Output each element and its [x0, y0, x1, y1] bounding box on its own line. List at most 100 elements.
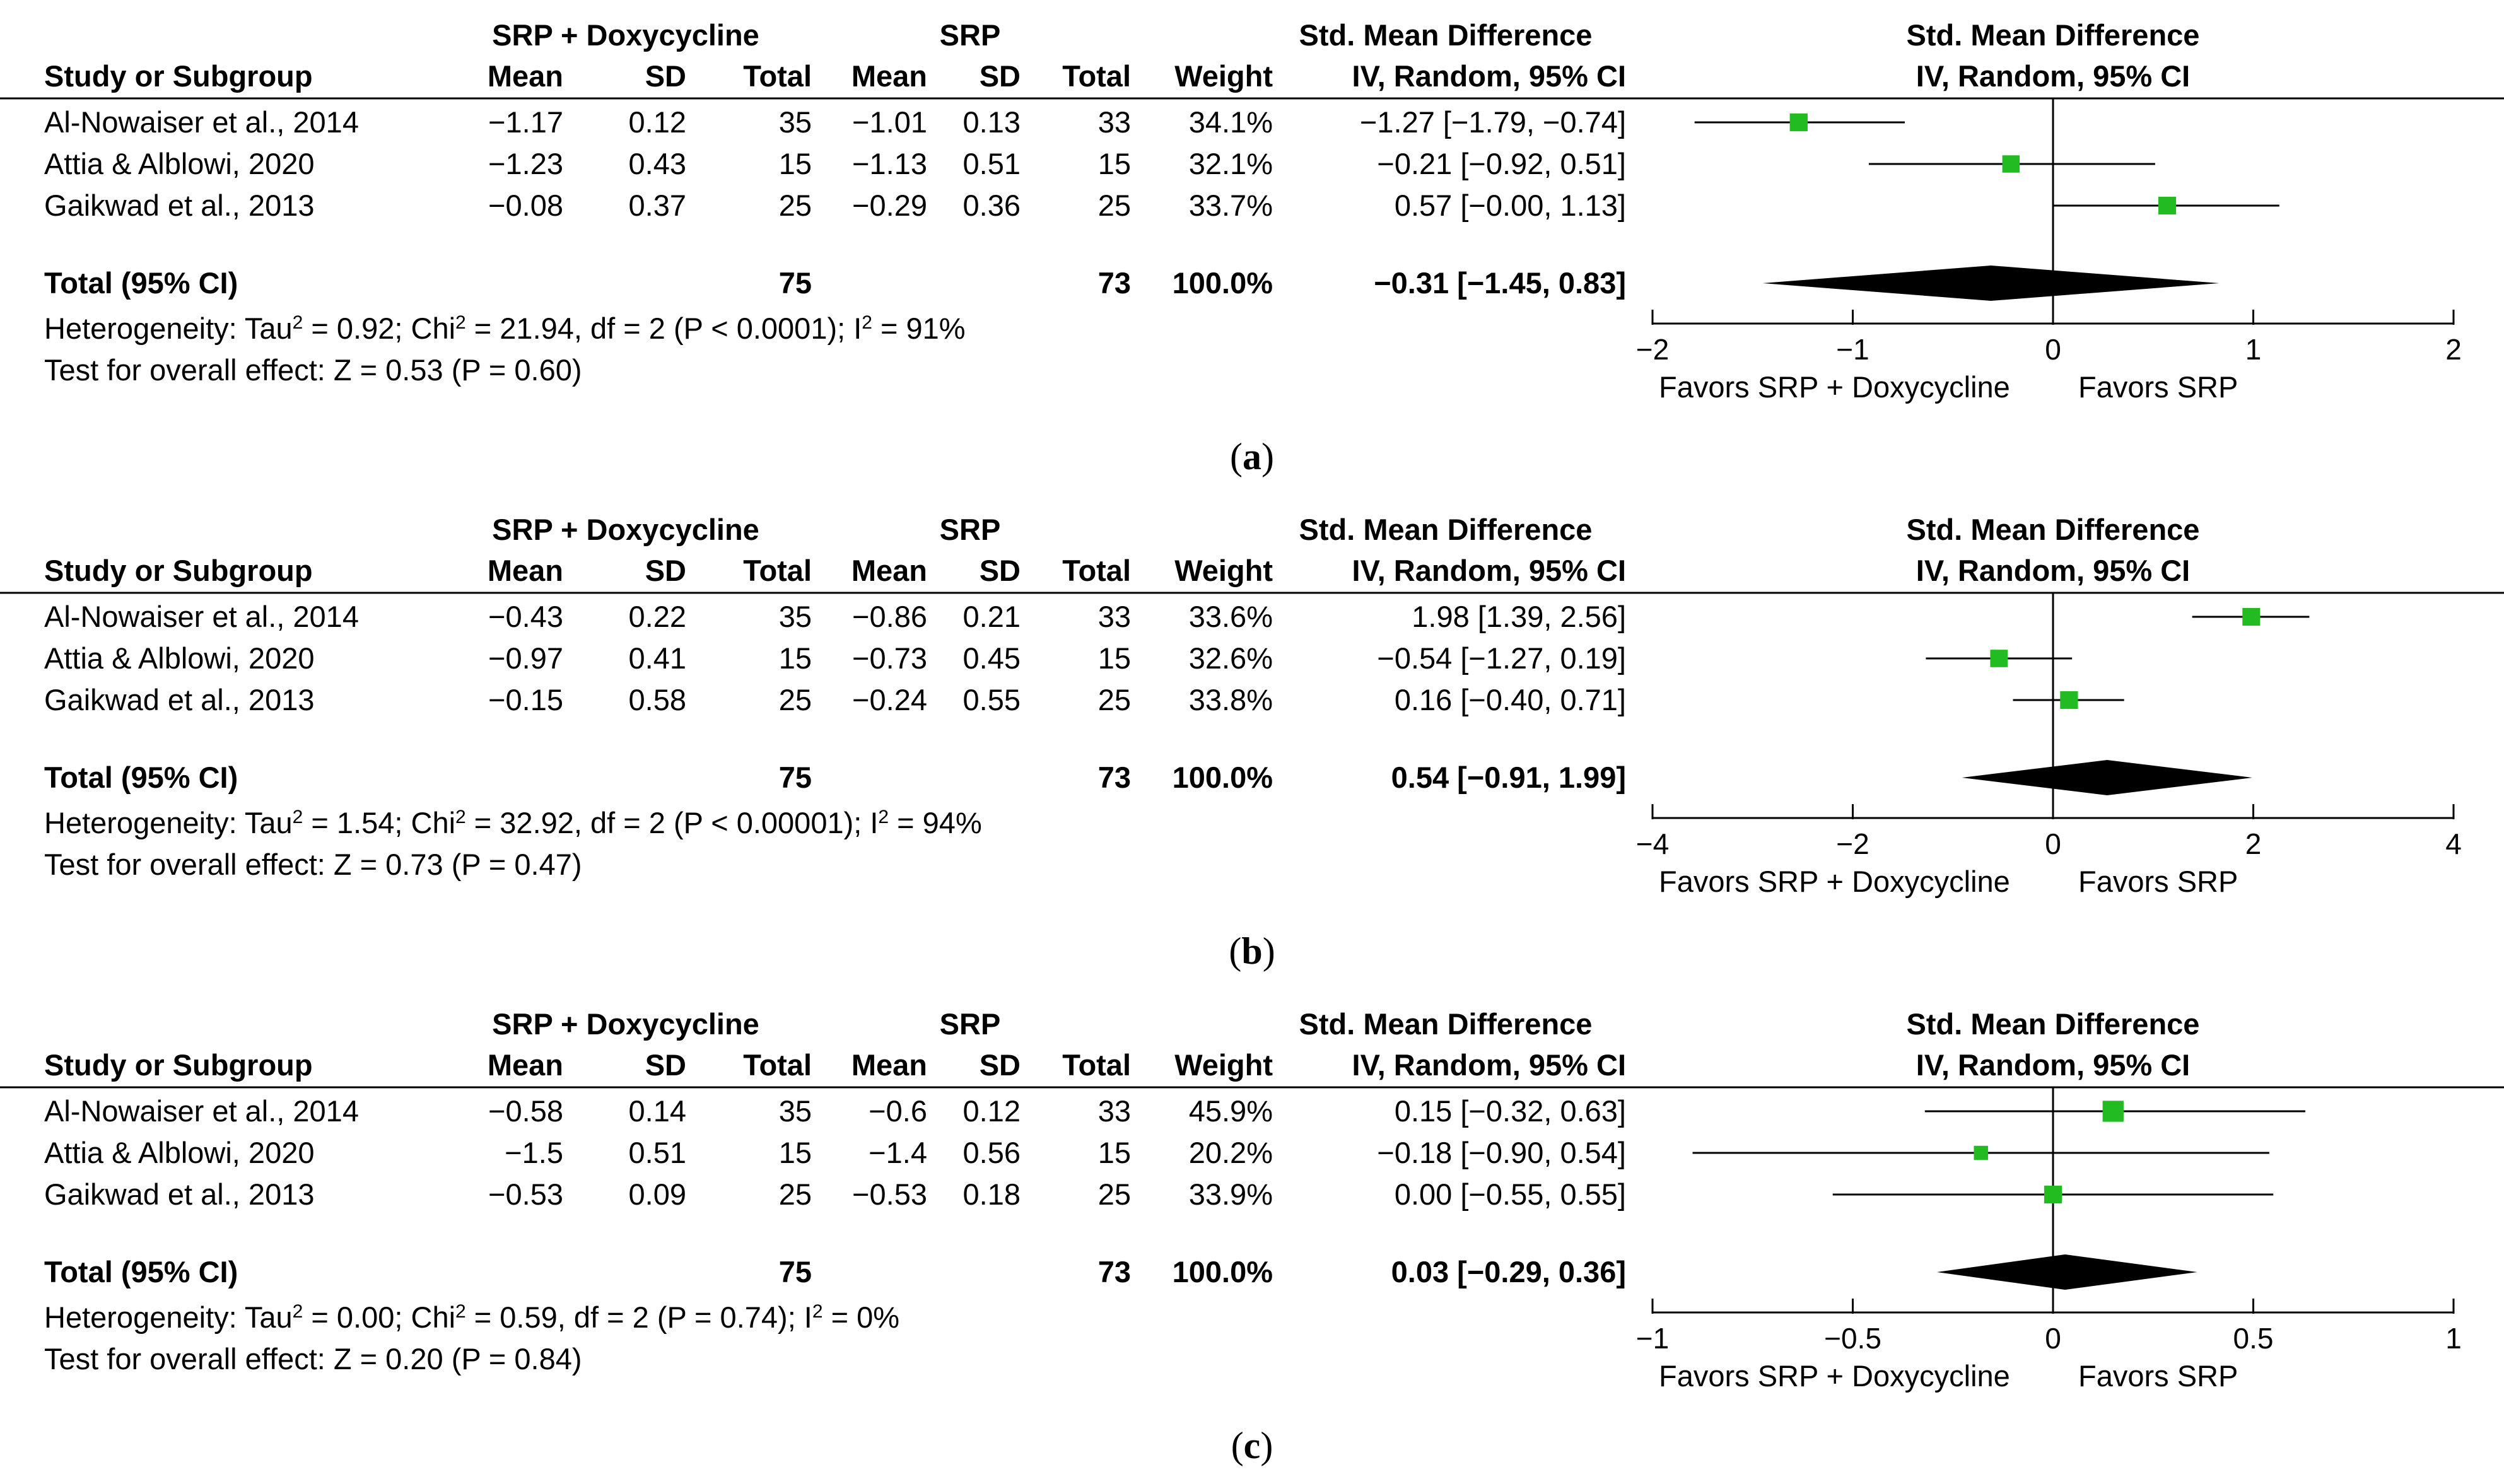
x-tick-label: −0.5 [1824, 1322, 1881, 1355]
weight-column-header: Weight [1174, 59, 1273, 93]
sd2-value: 0.18 [963, 1177, 1021, 1211]
study-estimate-marker [2242, 607, 2261, 626]
total1-column-header: Total [743, 59, 812, 93]
mean1-value: −0.97 [488, 641, 563, 675]
total2-sum: 73 [1098, 266, 1131, 300]
total2-value: 33 [1098, 1094, 1131, 1128]
mean1-value: −0.58 [488, 1094, 563, 1128]
ci-value: 0.15 [−0.32, 0.63] [1395, 1094, 1626, 1128]
study-name: Al-Nowaiser et al., 2014 [44, 600, 359, 633]
study-estimate-marker [2060, 691, 2078, 710]
plot-method: IV, Random, 95% CI [1916, 1048, 2190, 1082]
mean1-value: −1.23 [488, 147, 563, 180]
sd1-value: 0.51 [629, 1136, 686, 1169]
sd2-value: 0.21 [963, 600, 1021, 633]
ci-column-header: IV, Random, 95% CI [1352, 1048, 1626, 1082]
study-name: Attia & Alblowi, 2020 [44, 641, 315, 675]
x-tick-label: 1 [2445, 1322, 2462, 1355]
mean1-value: −1.17 [488, 105, 563, 139]
favors-right-label: Favors SRP [2078, 1359, 2238, 1393]
weight-value: 33.8% [1189, 683, 1273, 716]
sd2-value: 0.56 [963, 1136, 1021, 1169]
weight-value: 32.6% [1189, 641, 1273, 675]
total-ci: 0.54 [−0.91, 1.99] [1391, 761, 1626, 794]
weight-value: 45.9% [1189, 1094, 1273, 1128]
effect-title-header: Std. Mean Difference [1299, 18, 1593, 52]
study-estimate-marker [2044, 1185, 2062, 1204]
sd2-value: 0.36 [963, 189, 1021, 222]
overall-effect-text: Test for overall effect: Z = 0.20 (P = 0… [44, 1342, 582, 1376]
pooled-estimate-diamond [1936, 1254, 2197, 1290]
mean2-value: −0.53 [852, 1177, 927, 1211]
x-tick-label: 0 [2045, 1322, 2061, 1355]
plot-method: IV, Random, 95% CI [1916, 554, 2190, 587]
study-name: Al-Nowaiser et al., 2014 [44, 1094, 359, 1128]
overall-effect-text: Test for overall effect: Z = 0.73 (P = 0… [44, 848, 582, 881]
x-tick-label: 4 [2445, 827, 2462, 860]
total1-value: 35 [779, 600, 812, 633]
total1-value: 25 [779, 1177, 812, 1211]
sd1-value: 0.41 [629, 641, 686, 675]
panel-label: (a) [1230, 436, 1274, 477]
total1-sum: 75 [779, 761, 812, 794]
favors-left-label: Favors SRP + Doxycycline [1659, 865, 2010, 898]
total-label: Total (95% CI) [44, 761, 238, 794]
total2-value: 25 [1098, 683, 1131, 716]
total-label: Total (95% CI) [44, 266, 238, 300]
group1-header: SRP + Doxycycline [492, 513, 759, 546]
weight-value: 20.2% [1189, 1136, 1273, 1169]
overall-effect-text: Test for overall effect: Z = 0.53 (P = 0… [44, 353, 582, 387]
x-tick-label: −4 [1636, 827, 1669, 860]
x-tick-label: 0 [2045, 333, 2061, 366]
mean1-value: −0.53 [488, 1177, 563, 1211]
mean2-value: −0.6 [869, 1094, 927, 1128]
x-tick-label: 0 [2045, 827, 2061, 860]
total2-value: 33 [1098, 105, 1131, 139]
total2-value: 33 [1098, 600, 1131, 633]
ci-column-header: IV, Random, 95% CI [1352, 59, 1626, 93]
mean2-value: −0.29 [852, 189, 927, 222]
weight-value: 32.1% [1189, 147, 1273, 180]
plot-method: IV, Random, 95% CI [1916, 59, 2190, 93]
total2-value: 25 [1098, 189, 1131, 222]
sd1-value: 0.14 [629, 1094, 686, 1128]
weight-value: 34.1% [1189, 105, 1273, 139]
weight-value: 33.9% [1189, 1177, 1273, 1211]
sd2-value: 0.13 [963, 105, 1021, 139]
total1-column-header: Total [743, 554, 812, 587]
ci-value: −0.54 [−1.27, 0.19] [1377, 641, 1626, 675]
mean2-value: −0.73 [852, 641, 927, 675]
mean2-value: −1.01 [852, 105, 927, 139]
study-estimate-marker [1974, 1145, 1988, 1160]
ci-column-header: IV, Random, 95% CI [1352, 554, 1626, 587]
weight-column-header: Weight [1174, 1048, 1273, 1082]
sd2-column-header: SD [980, 554, 1021, 587]
sd2-value: 0.12 [963, 1094, 1021, 1128]
sd2-value: 0.51 [963, 147, 1021, 180]
mean1-value: −0.15 [488, 683, 563, 716]
total-weight: 100.0% [1173, 266, 1273, 300]
total2-value: 15 [1098, 641, 1131, 675]
sd2-value: 0.55 [963, 683, 1021, 716]
pooled-estimate-diamond [1762, 266, 2220, 301]
x-tick-label: 2 [2445, 333, 2462, 366]
total-weight: 100.0% [1173, 1255, 1273, 1288]
effect-title-header: Std. Mean Difference [1299, 1007, 1593, 1041]
plot-title: Std. Mean Difference [1907, 513, 2200, 546]
total2-column-header: Total [1062, 554, 1131, 587]
total-ci: 0.03 [−0.29, 0.36] [1391, 1255, 1626, 1288]
mean2-value: −1.4 [869, 1136, 927, 1169]
mean1-value: −0.43 [488, 600, 563, 633]
study-name: Gaikwad et al., 2013 [44, 189, 315, 222]
favors-right-label: Favors SRP [2078, 865, 2238, 898]
group2-header: SRP [940, 513, 1001, 546]
mean1-value: −0.08 [488, 189, 563, 222]
sd1-value: 0.22 [629, 600, 686, 633]
study-estimate-marker [1789, 113, 1808, 132]
study-column-header: Study or Subgroup [44, 59, 313, 93]
sd1-column-header: SD [645, 554, 686, 587]
favors-left-label: Favors SRP + Doxycycline [1659, 370, 2010, 404]
total1-sum: 75 [779, 1255, 812, 1288]
ci-value: −1.27 [−1.79, −0.74] [1360, 105, 1626, 139]
